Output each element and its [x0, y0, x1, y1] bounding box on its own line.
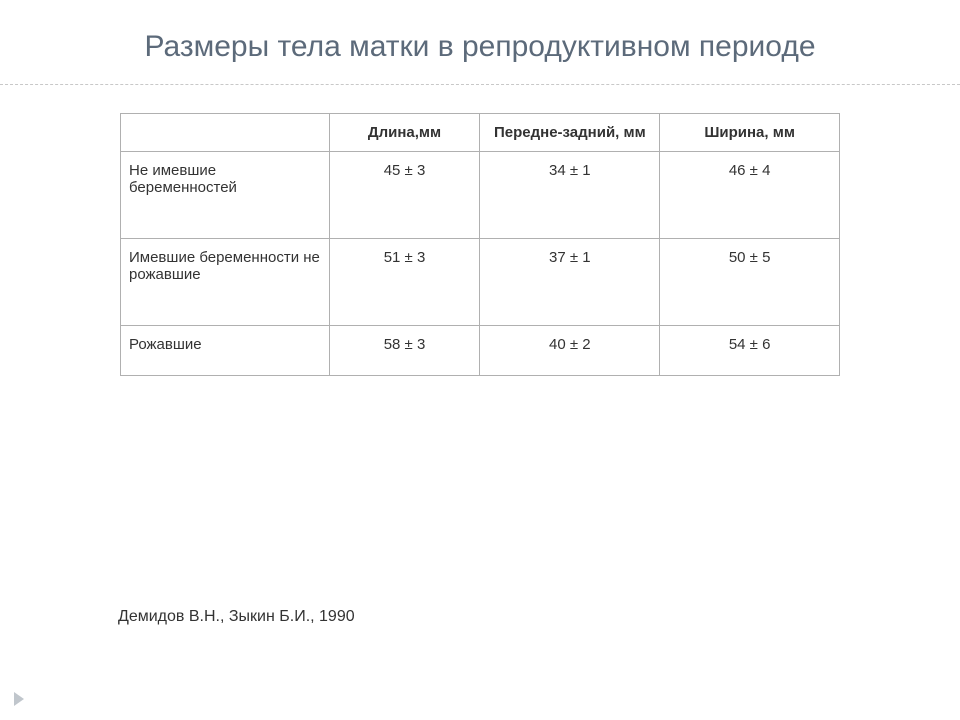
slide-marker-icon: [14, 692, 24, 706]
data-table: Длина,мм Передне-задний, мм Ширина, мм Н…: [120, 113, 840, 376]
table-cell: 58 ± 3: [329, 325, 480, 375]
table-row: Рожавшие 58 ± 3 40 ± 2 54 ± 6: [121, 325, 840, 375]
row-label: Имевшие беременности не рожавшие: [121, 238, 330, 325]
table-cell: 46 ± 4: [660, 151, 840, 238]
table-cell: 54 ± 6: [660, 325, 840, 375]
table-cell: 51 ± 3: [329, 238, 480, 325]
table-row: Не имевшие беременностей 45 ± 3 34 ± 1 4…: [121, 151, 840, 238]
table-cell: 37 ± 1: [480, 238, 660, 325]
table-container: Длина,мм Передне-задний, мм Ширина, мм Н…: [0, 85, 960, 376]
row-label: Рожавшие: [121, 325, 330, 375]
table-cell: 45 ± 3: [329, 151, 480, 238]
table-header-length: Длина,мм: [329, 113, 480, 151]
table-header-ap: Передне-задний, мм: [480, 113, 660, 151]
slide-title: Размеры тела матки в репродуктивном пери…: [0, 0, 960, 78]
table-header-width: Ширина, мм: [660, 113, 840, 151]
table-row: Имевшие беременности не рожавшие 51 ± 3 …: [121, 238, 840, 325]
table-cell: 34 ± 1: [480, 151, 660, 238]
row-label: Не имевшие беременностей: [121, 151, 330, 238]
table-cell: 40 ± 2: [480, 325, 660, 375]
table-header-row: Длина,мм Передне-задний, мм Ширина, мм: [121, 113, 840, 151]
table-header-empty: [121, 113, 330, 151]
citation-text: Демидов В.Н., Зыкин Б.И., 1990: [118, 608, 355, 626]
table-cell: 50 ± 5: [660, 238, 840, 325]
